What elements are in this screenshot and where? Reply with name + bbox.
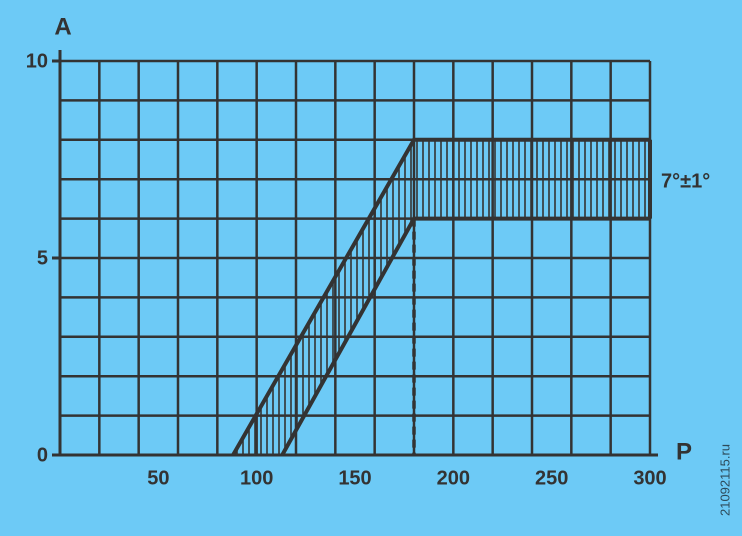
x-tick-label: 300 (633, 467, 666, 489)
y-tick-label: 0 (37, 444, 48, 466)
x-tick-label: 250 (535, 467, 568, 489)
x-axis-label: P (676, 438, 692, 465)
x-tick-label: 150 (338, 467, 371, 489)
x-tick-label: 100 (240, 467, 273, 489)
watermark: 21092115.ru (717, 444, 732, 516)
band-boundary (231, 137, 650, 456)
x-tick-label: 50 (147, 467, 169, 489)
y-tick-label: 10 (26, 50, 48, 72)
y-tick-label: 5 (37, 247, 48, 269)
x-tick-label: 200 (437, 467, 470, 489)
annotation: 7°±1° (661, 170, 710, 192)
y-axis-label: A (54, 13, 71, 40)
